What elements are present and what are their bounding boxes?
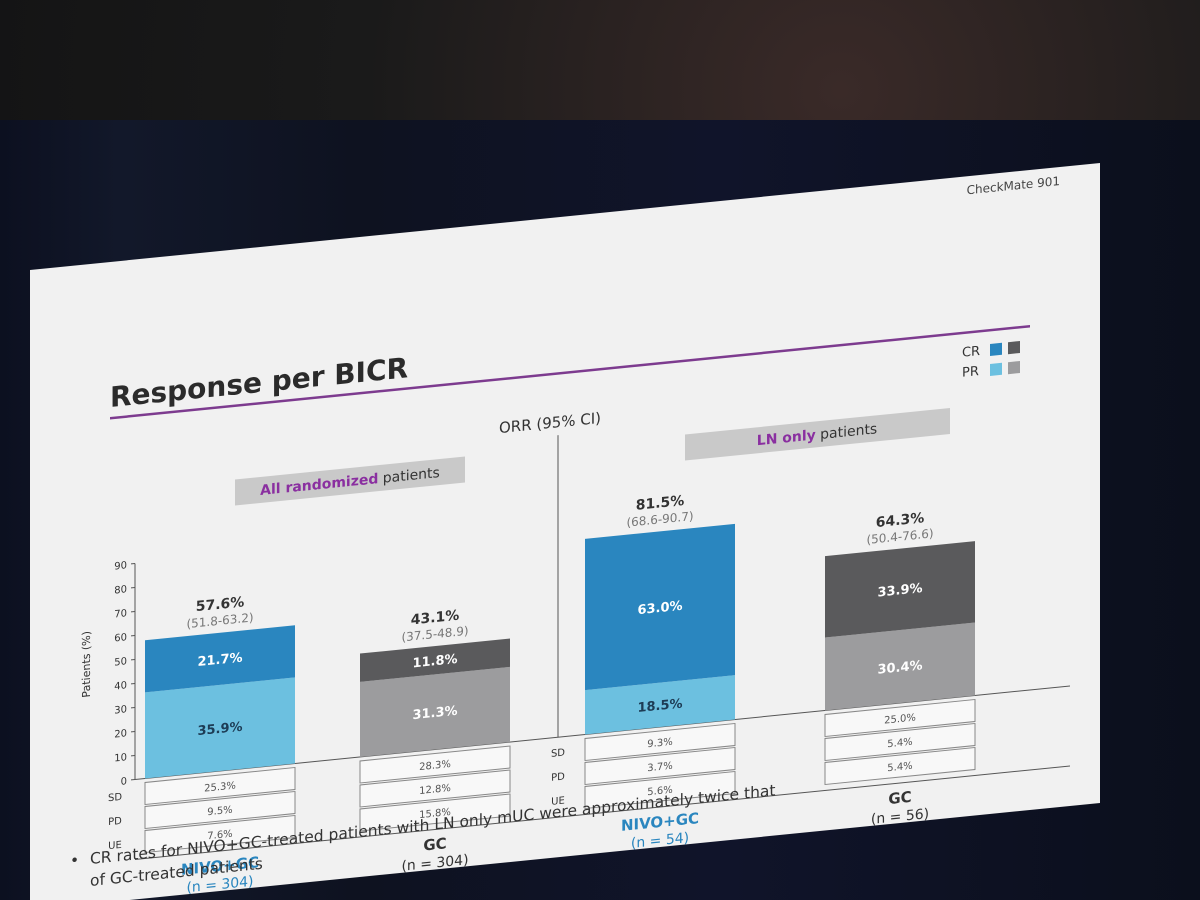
- group-arm-label: GC: [423, 834, 446, 854]
- y-tick-label: 50: [114, 656, 127, 668]
- table-cell-value: 12.8%: [419, 783, 451, 797]
- orr-value: 64.3%: [876, 510, 925, 531]
- orr-value: 81.5%: [636, 493, 685, 514]
- title-underline: [110, 324, 1030, 420]
- panel-right-highlight: LN only: [757, 427, 816, 449]
- table-cell-value: 15.8%: [419, 807, 451, 821]
- orr-value: 43.1%: [411, 608, 460, 629]
- group-arm-label: GC: [888, 788, 911, 808]
- legend-cr-nivo-swatch: [990, 342, 1002, 356]
- legend-cr-gc-swatch: [1008, 340, 1020, 355]
- panel-right-header-box: [685, 407, 950, 461]
- orr-ci: (37.5-48.9): [401, 624, 468, 645]
- orr-value: 57.6%: [196, 594, 245, 615]
- table-cell-value: 5.4%: [887, 761, 912, 775]
- bar-cr-label: 63.0%: [637, 599, 682, 618]
- y-axis-label: Patients (%): [80, 630, 93, 698]
- bar-cr: [825, 541, 975, 638]
- table-cell: [824, 746, 976, 786]
- y-tick-label: 30: [114, 704, 127, 716]
- bars-layer: 35.9% 21.7% 57.6%(51.8-63.2) 25.3% 9.5% 7.6% 3…: [144, 493, 976, 854]
- table-bottom-line: [135, 765, 1070, 860]
- panel-right-header: LN only patients: [757, 421, 877, 449]
- bar-cr: [145, 625, 295, 693]
- row-label: PD: [551, 772, 565, 784]
- bar-cr-label: 33.9%: [877, 581, 922, 600]
- bar-pr: [360, 666, 510, 758]
- panel-left-header-box: [235, 456, 465, 506]
- y-tick-label: 60: [114, 632, 127, 644]
- table-cell-value: 25.0%: [884, 712, 916, 726]
- group-n-label: (n = 304): [401, 852, 468, 875]
- panel-right-rest: patients: [816, 421, 877, 443]
- y-tick-label: 20: [114, 728, 127, 740]
- bar-pr-label: 18.5%: [637, 697, 682, 716]
- table-cell: [144, 766, 296, 806]
- table-cell: [144, 790, 296, 830]
- table-cell-value: 7.6%: [207, 829, 232, 843]
- legend-pr-nivo-swatch: [990, 362, 1002, 376]
- bar-pr: [585, 675, 735, 735]
- row-label: PD: [108, 816, 122, 828]
- table-cell: [144, 814, 296, 854]
- row-label: UE: [108, 840, 122, 852]
- bar-pr-label: 35.9%: [197, 720, 242, 739]
- table-cell: [824, 722, 976, 762]
- bar-cr-label: 11.8%: [412, 652, 457, 671]
- bar-pr: [825, 622, 975, 711]
- table-cell: [584, 746, 736, 786]
- table-cell-value: 9.5%: [207, 805, 232, 819]
- bar-cr-label: 21.7%: [197, 651, 242, 670]
- bar-pr: [145, 677, 295, 779]
- row-labels: SD SD PD PD UE UE: [108, 747, 565, 852]
- table-cell-value: 5.4%: [887, 737, 912, 751]
- table-cell-value: 3.7%: [647, 761, 672, 775]
- table-cell: [584, 722, 736, 762]
- orr-ci: (51.8-63.2): [186, 610, 253, 631]
- bar-cr: [360, 638, 510, 682]
- y-tick-label: 90: [114, 560, 127, 572]
- legend-cr-label: CR: [962, 344, 980, 361]
- group-n-label: (n = 54): [631, 830, 689, 852]
- orr-ci: (68.6-90.7): [626, 509, 693, 530]
- y-tick-label: 40: [114, 680, 127, 692]
- bar-pr-label: 31.3%: [412, 704, 457, 723]
- legend-pr-gc-swatch: [1008, 360, 1020, 375]
- legend-pr-label: PR: [962, 364, 979, 381]
- table-cell-value: 25.3%: [204, 780, 236, 794]
- table-cell-value: 9.3%: [647, 737, 672, 751]
- y-tick-label: 0: [121, 776, 127, 788]
- group-n-label: (n = 56): [871, 806, 929, 828]
- table-cell: [359, 745, 511, 784]
- row-label: UE: [551, 796, 565, 808]
- table-cell: [584, 770, 736, 810]
- table-cell-value: 5.6%: [647, 785, 672, 799]
- table-cell: [824, 698, 976, 738]
- y-tick-label: 70: [114, 608, 127, 620]
- table-cell: [359, 769, 511, 808]
- group-n-label: (n = 304): [186, 874, 253, 897]
- bar-cr: [585, 523, 735, 691]
- bar-pr-label: 30.4%: [877, 658, 922, 677]
- table-cell-value: 28.3%: [419, 759, 451, 773]
- y-tick-label: 10: [114, 752, 127, 764]
- slide: CheckMate 901 Response per BICR CR PR OR…: [30, 162, 1130, 900]
- row-label: SD: [108, 792, 122, 804]
- footnote-bullet: •: [70, 851, 79, 870]
- panel-left-rest: patients: [378, 465, 439, 487]
- row-label: SD: [551, 747, 565, 759]
- y-tick-label: 80: [114, 584, 127, 596]
- orr-ci: (50.4-76.6): [866, 526, 933, 547]
- table-cell: [359, 793, 511, 832]
